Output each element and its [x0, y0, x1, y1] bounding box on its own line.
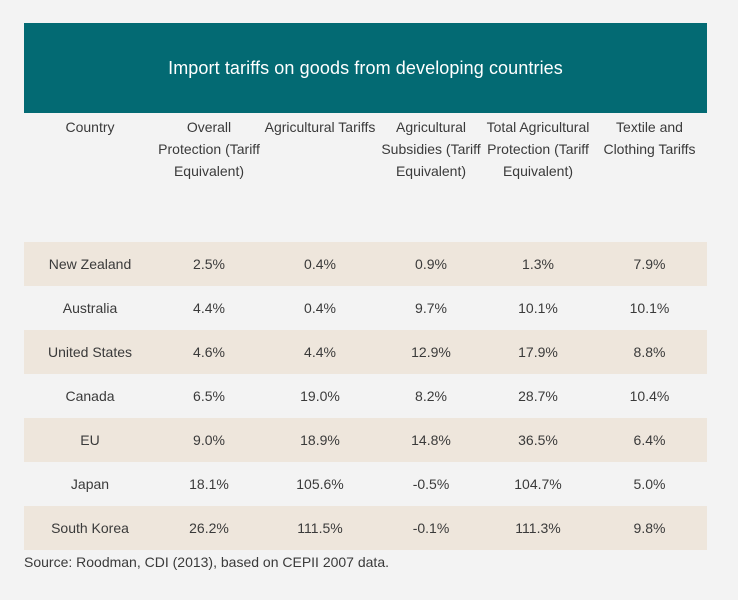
cell-value: 111.3%: [484, 506, 592, 550]
cell-value: 4.4%: [262, 330, 378, 374]
cell-value: 10.4%: [592, 374, 707, 418]
header-total-agricultural-protection: Total Agricultural Protection (Tariff Eq…: [486, 119, 590, 179]
cell-value: 0.4%: [262, 242, 378, 286]
table-row: Japan 18.1% 105.6% -0.5% 104.7% 5.0%: [24, 462, 707, 506]
header-textile-clothing-tariffs: Textile and Clothing Tariffs: [603, 119, 696, 157]
cell-value: 5.0%: [592, 462, 707, 506]
table-row: New Zealand 2.5% 0.4% 0.9% 1.3% 7.9%: [24, 242, 707, 286]
table-row: EU 9.0% 18.9% 14.8% 36.5% 6.4%: [24, 418, 707, 462]
cell-country: New Zealand: [24, 242, 156, 286]
cell-value: 6.4%: [592, 418, 707, 462]
header-overall-protection: Overall Protection (Tariff Equivalent): [158, 119, 260, 179]
cell-value: 9.7%: [378, 286, 484, 330]
cell-country: United States: [24, 330, 156, 374]
cell-value: 6.5%: [156, 374, 262, 418]
cell-value: 18.1%: [156, 462, 262, 506]
table-row: Canada 6.5% 19.0% 8.2% 28.7% 10.4%: [24, 374, 707, 418]
cell-value: 4.4%: [156, 286, 262, 330]
tariff-table-figure: Import tariffs on goods from developing …: [24, 23, 707, 570]
table-title: Import tariffs on goods from developing …: [24, 23, 707, 113]
cell-value: 9.0%: [156, 418, 262, 462]
cell-country: Canada: [24, 374, 156, 418]
cell-value: 28.7%: [484, 374, 592, 418]
cell-value: 2.5%: [156, 242, 262, 286]
cell-value: 26.2%: [156, 506, 262, 550]
cell-value: 104.7%: [484, 462, 592, 506]
header-row: Country Overall Protection (Tariff Equiv…: [24, 113, 707, 242]
cell-value: 8.2%: [378, 374, 484, 418]
cell-value: 19.0%: [262, 374, 378, 418]
cell-value: 4.6%: [156, 330, 262, 374]
cell-value: 7.9%: [592, 242, 707, 286]
header-agricultural-subsidies: Agricultural Subsidies (Tariff Equivalen…: [381, 119, 481, 179]
cell-country: Australia: [24, 286, 156, 330]
cell-country: Japan: [24, 462, 156, 506]
cell-value: 10.1%: [484, 286, 592, 330]
cell-value: 10.1%: [592, 286, 707, 330]
cell-value: 18.9%: [262, 418, 378, 462]
cell-value: 0.9%: [378, 242, 484, 286]
table-row: Australia 4.4% 0.4% 9.7% 10.1% 10.1%: [24, 286, 707, 330]
cell-value: 111.5%: [262, 506, 378, 550]
cell-value: 17.9%: [484, 330, 592, 374]
header-country: Country: [65, 119, 115, 135]
source-note: Source: Roodman, CDI (2013), based on CE…: [24, 554, 389, 570]
table-row: South Korea 26.2% 111.5% -0.1% 111.3% 9.…: [24, 506, 707, 550]
cell-value: -0.5%: [378, 462, 484, 506]
cell-value: 8.8%: [592, 330, 707, 374]
cell-country: EU: [24, 418, 156, 462]
cell-value: -0.1%: [378, 506, 484, 550]
cell-value: 1.3%: [484, 242, 592, 286]
cell-value: 36.5%: [484, 418, 592, 462]
cell-value: 14.8%: [378, 418, 484, 462]
cell-value: 12.9%: [378, 330, 484, 374]
cell-value: 105.6%: [262, 462, 378, 506]
table-row: United States 4.6% 4.4% 12.9% 17.9% 8.8%: [24, 330, 707, 374]
cell-country: South Korea: [24, 506, 156, 550]
cell-value: 9.8%: [592, 506, 707, 550]
tariff-table: Country Overall Protection (Tariff Equiv…: [24, 113, 707, 550]
header-agricultural-tariffs: Agricultural Tariffs: [264, 119, 376, 135]
cell-value: 0.4%: [262, 286, 378, 330]
